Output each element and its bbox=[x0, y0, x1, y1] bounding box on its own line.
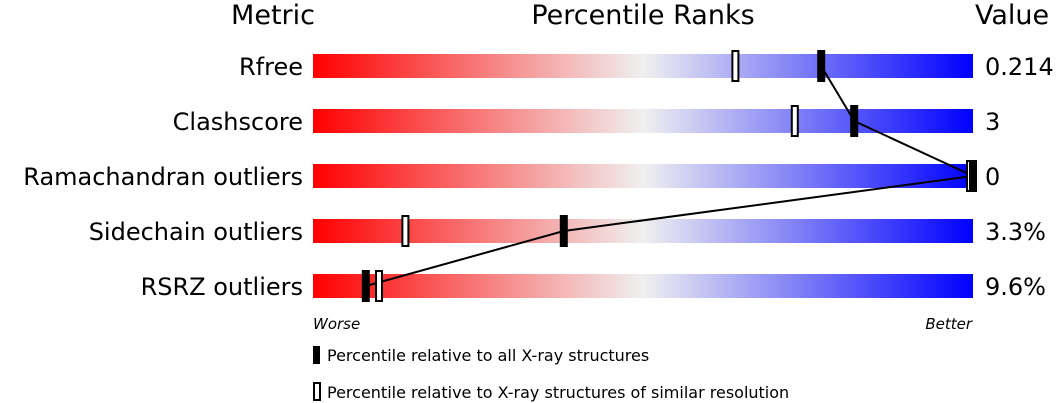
metric-label-rfree: Rfree bbox=[239, 53, 303, 81]
percentile-connector-line bbox=[365, 65, 974, 287]
legend-all-swatch bbox=[313, 346, 320, 364]
legend-similar-label: Percentile relative to X-ray structures … bbox=[327, 383, 789, 402]
percentile-bar-ramachandran-outliers bbox=[313, 164, 973, 188]
percentile-bar-clashscore bbox=[313, 109, 973, 133]
metric-value-sidechain-outliers: 3.3% bbox=[985, 218, 1046, 246]
worse-label: Worse bbox=[313, 315, 360, 333]
connector-segment bbox=[820, 65, 856, 122]
value-header: Value bbox=[975, 0, 1049, 31]
marker-all-rsrz-outliers bbox=[361, 270, 370, 302]
marker-similar-sidechain-outliers bbox=[401, 215, 410, 247]
metric-value-rsrz-outliers: 9.6% bbox=[985, 273, 1046, 301]
percentile-bar-rfree bbox=[313, 54, 973, 78]
connector-segment bbox=[563, 175, 974, 232]
metric-label-rsrz-outliers: RSRZ outliers bbox=[141, 273, 303, 301]
percentile-bar-rsrz-outliers bbox=[313, 274, 973, 298]
metric-header: Metric bbox=[231, 0, 315, 31]
marker-all-clashscore bbox=[850, 105, 859, 137]
marker-all-ramachandran-outliers bbox=[969, 160, 977, 192]
metric-value-rfree: 0.214 bbox=[985, 53, 1054, 81]
metric-value-clashscore: 3 bbox=[985, 108, 1000, 136]
metric-label-sidechain-outliers: Sidechain outliers bbox=[89, 218, 303, 246]
marker-similar-clashscore bbox=[790, 105, 799, 137]
marker-all-rfree bbox=[817, 50, 826, 82]
connector-segment bbox=[853, 120, 974, 177]
better-label: Better bbox=[925, 315, 973, 333]
percentile-header: Percentile Ranks bbox=[531, 0, 754, 31]
marker-similar-rfree bbox=[731, 50, 740, 82]
metric-rows: Rfree 0.214 Clashscore 3 Ramachandran outlie… bbox=[23, 53, 1053, 301]
metric-value-ramachandran-outliers: 0 bbox=[985, 163, 1000, 191]
legend-all-label: Percentile relative to all X-ray structu… bbox=[327, 346, 649, 365]
percentile-markers bbox=[361, 50, 977, 302]
connector-segment bbox=[365, 230, 565, 287]
marker-all-sidechain-outliers bbox=[559, 215, 568, 247]
legend-similar-swatch bbox=[313, 382, 321, 401]
metric-label-ramachandran-outliers: Ramachandran outliers bbox=[23, 163, 303, 191]
metric-label-clashscore: Clashscore bbox=[173, 108, 303, 136]
marker-similar-rsrz-outliers bbox=[375, 270, 383, 302]
percentile-bar-sidechain-outliers bbox=[313, 219, 973, 243]
